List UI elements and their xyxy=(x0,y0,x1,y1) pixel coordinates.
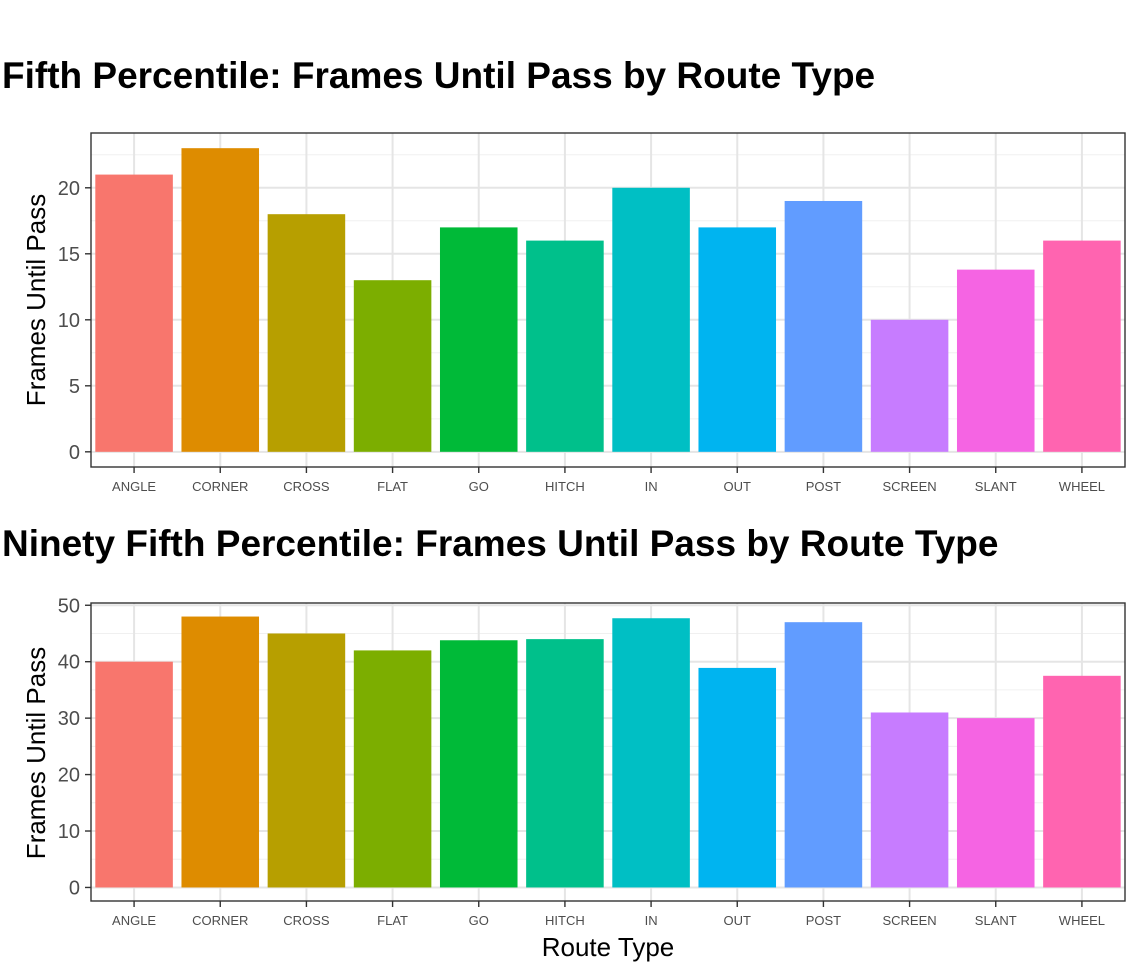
x-tick-label: IN xyxy=(645,913,658,928)
bar-go xyxy=(439,640,518,888)
chart-title: Fifth Percentile: Frames Until Pass by R… xyxy=(2,55,875,96)
y-tick-label: 50 xyxy=(58,595,80,617)
bar-corner xyxy=(181,148,260,452)
y-tick-label: 20 xyxy=(58,765,80,787)
bar-slant xyxy=(956,269,1035,452)
bar-angle xyxy=(95,174,173,452)
bar-in xyxy=(612,187,690,452)
x-tick-label: SCREEN xyxy=(882,479,936,494)
bar-post xyxy=(784,200,863,452)
x-tick-label: GO xyxy=(469,479,489,494)
bar-hitch xyxy=(526,240,604,452)
chart-title: Ninety Fifth Percentile: Frames Until Pa… xyxy=(2,523,999,564)
plot-panel: 0 10 20 30 40 50 ANGLE CORNER CROSS FLAT GO HITCH IN… xyxy=(58,595,1126,928)
bar-post xyxy=(784,622,863,888)
bar-screen xyxy=(870,319,949,452)
panel-border xyxy=(90,602,1126,902)
bar-wheel xyxy=(1043,240,1121,452)
panel-border xyxy=(90,132,1126,468)
bar-cross xyxy=(267,633,346,888)
bar-in xyxy=(612,618,690,888)
bar-out xyxy=(698,667,777,888)
y-tick-label: 5 xyxy=(69,376,80,398)
bar-flat xyxy=(353,280,432,452)
bar-angle xyxy=(95,661,173,888)
panel-background xyxy=(91,603,1125,901)
bar-out xyxy=(698,227,777,452)
bar-wheel xyxy=(1043,675,1121,888)
x-tick-label: FLAT xyxy=(377,913,408,928)
bar-screen xyxy=(870,712,949,888)
y-tick-label: 40 xyxy=(58,652,80,674)
y-axis-title: Frames Until Pass xyxy=(21,194,51,406)
x-tick-label: FLAT xyxy=(377,479,408,494)
x-tick-label: SCREEN xyxy=(882,913,936,928)
bar-cross xyxy=(267,214,346,452)
y-tick-label: 10 xyxy=(58,310,80,332)
x-tick-label: WHEEL xyxy=(1059,913,1105,928)
x-tick-label: OUT xyxy=(724,479,752,494)
x-tick-label: CORNER xyxy=(192,913,248,928)
bar-hitch xyxy=(526,639,604,888)
x-tick-label: CORNER xyxy=(192,479,248,494)
x-tick-label: ANGLE xyxy=(112,479,156,494)
y-tick-label: 10 xyxy=(58,821,80,843)
bar-slant xyxy=(956,718,1035,888)
x-tick-label: OUT xyxy=(724,913,752,928)
x-tick-label: GO xyxy=(469,913,489,928)
x-tick-label: WHEEL xyxy=(1059,479,1105,494)
x-tick-label: CROSS xyxy=(283,479,330,494)
x-axis-title: Route Type xyxy=(542,932,675,962)
x-tick-label: POST xyxy=(806,913,841,928)
y-axis-title: Frames Until Pass xyxy=(21,647,51,859)
y-tick-label: 0 xyxy=(69,877,80,899)
x-tick-label: SLANT xyxy=(975,913,1017,928)
y-tick-label: 0 xyxy=(69,442,80,464)
bar-corner xyxy=(181,616,260,888)
y-tick-label: 15 xyxy=(58,244,80,266)
bar-flat xyxy=(353,650,432,888)
x-tick-label: HITCH xyxy=(545,479,585,494)
chart-fifth-percentile: Fifth Percentile: Frames Until Pass by R… xyxy=(2,55,1126,494)
x-tick-label: SLANT xyxy=(975,479,1017,494)
y-tick-label: 20 xyxy=(58,178,80,200)
plot-panel: 0 5 10 15 20 ANGLE CORNER CROSS FLAT GO HITCH IN OUT… xyxy=(58,132,1126,494)
x-tick-label: HITCH xyxy=(545,913,585,928)
x-tick-label: POST xyxy=(806,479,841,494)
y-tick-label: 30 xyxy=(58,708,80,730)
x-tick-label: ANGLE xyxy=(112,913,156,928)
x-tick-label: IN xyxy=(645,479,658,494)
chart-ninety-fifth-percentile: Ninety Fifth Percentile: Frames Until Pa… xyxy=(2,523,1126,962)
bar-go xyxy=(439,227,518,452)
x-tick-label: CROSS xyxy=(283,913,330,928)
